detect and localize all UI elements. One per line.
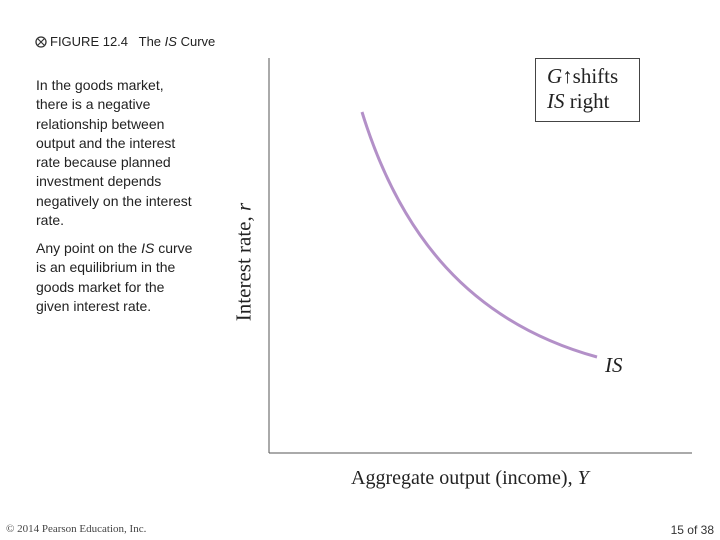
box-variable: IS: [547, 89, 565, 113]
x-axis-label-text: Aggregate output (income),: [351, 467, 573, 489]
shift-box-text: G↑shifts IS right: [547, 64, 618, 114]
shift-box: [535, 58, 640, 122]
box-line: IS right: [547, 89, 618, 114]
curve-label: IS: [605, 353, 623, 377]
paragraph-italic: IS: [141, 240, 155, 256]
figure-title: Curve: [180, 34, 216, 49]
paragraph: Any point on the IS curve is an equilibr…: [36, 239, 196, 316]
paragraph-text: curve is an equilibrium in the goods mar…: [36, 240, 193, 314]
paragraph: In the goods market, there is a negative…: [36, 77, 192, 229]
box-arrow: ↑: [562, 64, 573, 88]
box-text: shifts: [572, 64, 619, 88]
x-axis-label: Aggregate output (income), Y: [351, 467, 589, 490]
figure-title-italic: IS: [164, 34, 177, 49]
y-axis-label: Interest rate, r: [232, 203, 257, 321]
figure-number: FIGURE 12.4: [50, 34, 129, 49]
figure-icon: [35, 36, 47, 48]
box-text: right: [569, 89, 610, 113]
is-curve: [360, 111, 598, 359]
figure-title: The: [138, 34, 162, 49]
box-variable: G: [547, 64, 563, 88]
box-line: G↑shifts: [547, 64, 618, 89]
x-axis-variable: Y: [577, 467, 589, 489]
page-number: 15 of 38: [670, 523, 714, 537]
paragraph-text: Any point on the: [36, 240, 138, 256]
figure-icon-mark: [37, 38, 45, 46]
y-axis-variable: r: [231, 202, 256, 211]
y-axis-label-text: Interest rate,: [231, 216, 256, 322]
figure-heading: FIGURE 12.4 The IS Curve: [50, 34, 215, 49]
copyright: © 2014 Pearson Education, Inc.: [6, 523, 147, 535]
